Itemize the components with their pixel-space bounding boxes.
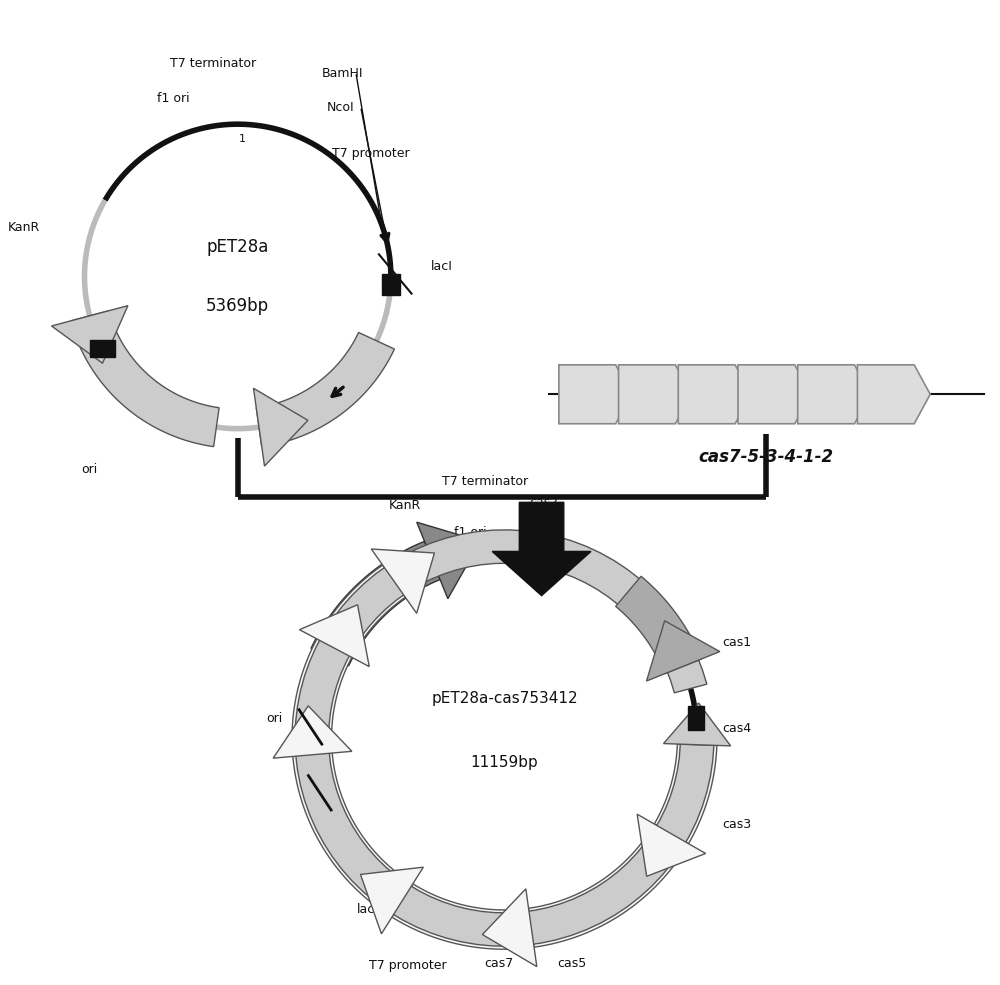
- Polygon shape: [273, 706, 352, 758]
- Text: cas4: cas4: [722, 722, 751, 735]
- Polygon shape: [857, 364, 930, 424]
- Polygon shape: [417, 522, 480, 599]
- Text: KanR: KanR: [388, 499, 421, 512]
- Bar: [688, 706, 704, 730]
- Text: cas7-5-3-4-1-2: cas7-5-3-4-1-2: [699, 448, 834, 466]
- Polygon shape: [253, 388, 308, 466]
- Polygon shape: [798, 364, 871, 424]
- Polygon shape: [738, 364, 811, 424]
- Text: T7 promoter: T7 promoter: [332, 147, 409, 161]
- Polygon shape: [647, 621, 720, 681]
- Text: cas2: cas2: [529, 496, 558, 509]
- Polygon shape: [619, 364, 691, 424]
- Polygon shape: [678, 364, 751, 424]
- Text: BamHI: BamHI: [322, 67, 363, 80]
- Text: 1: 1: [511, 555, 518, 564]
- Polygon shape: [52, 305, 128, 363]
- Polygon shape: [293, 754, 403, 909]
- Polygon shape: [71, 310, 219, 446]
- Text: T7 promoter: T7 promoter: [369, 959, 447, 972]
- Polygon shape: [256, 333, 394, 446]
- Text: NcoI: NcoI: [327, 101, 354, 114]
- Text: ori: ori: [266, 712, 282, 725]
- Text: pET28a: pET28a: [206, 238, 269, 256]
- FancyArrow shape: [492, 502, 591, 596]
- Polygon shape: [292, 639, 352, 746]
- Polygon shape: [654, 744, 717, 843]
- Polygon shape: [637, 815, 706, 877]
- Text: T7 terminator: T7 terminator: [170, 57, 256, 70]
- Polygon shape: [295, 530, 714, 947]
- Text: 11159bp: 11159bp: [471, 755, 538, 770]
- Text: cas7: cas7: [484, 957, 513, 970]
- Text: KanR: KanR: [8, 221, 40, 233]
- Text: f1 ori: f1 ori: [454, 526, 486, 539]
- Text: cas3: cas3: [722, 818, 751, 830]
- Text: T7 terminator: T7 terminator: [442, 475, 528, 488]
- Text: f1 ori: f1 ori: [157, 92, 190, 104]
- Polygon shape: [324, 565, 405, 647]
- Polygon shape: [371, 549, 434, 614]
- Polygon shape: [664, 703, 731, 746]
- Polygon shape: [311, 542, 440, 666]
- Polygon shape: [299, 605, 369, 667]
- Polygon shape: [529, 829, 685, 948]
- Text: lacI: lacI: [357, 903, 379, 916]
- Bar: [90, 340, 115, 357]
- Polygon shape: [559, 364, 632, 424]
- Text: lacI: lacI: [430, 260, 452, 273]
- Text: pET28a-cas753412: pET28a-cas753412: [431, 691, 578, 706]
- Polygon shape: [392, 884, 519, 950]
- Polygon shape: [360, 867, 423, 934]
- Bar: [382, 274, 400, 296]
- Text: 5369bp: 5369bp: [206, 296, 269, 315]
- Text: cas5: cas5: [557, 957, 587, 970]
- Text: ori: ori: [81, 463, 98, 476]
- Text: 1: 1: [239, 134, 246, 144]
- Polygon shape: [482, 888, 537, 966]
- Polygon shape: [616, 576, 701, 674]
- Text: cas1: cas1: [722, 635, 751, 649]
